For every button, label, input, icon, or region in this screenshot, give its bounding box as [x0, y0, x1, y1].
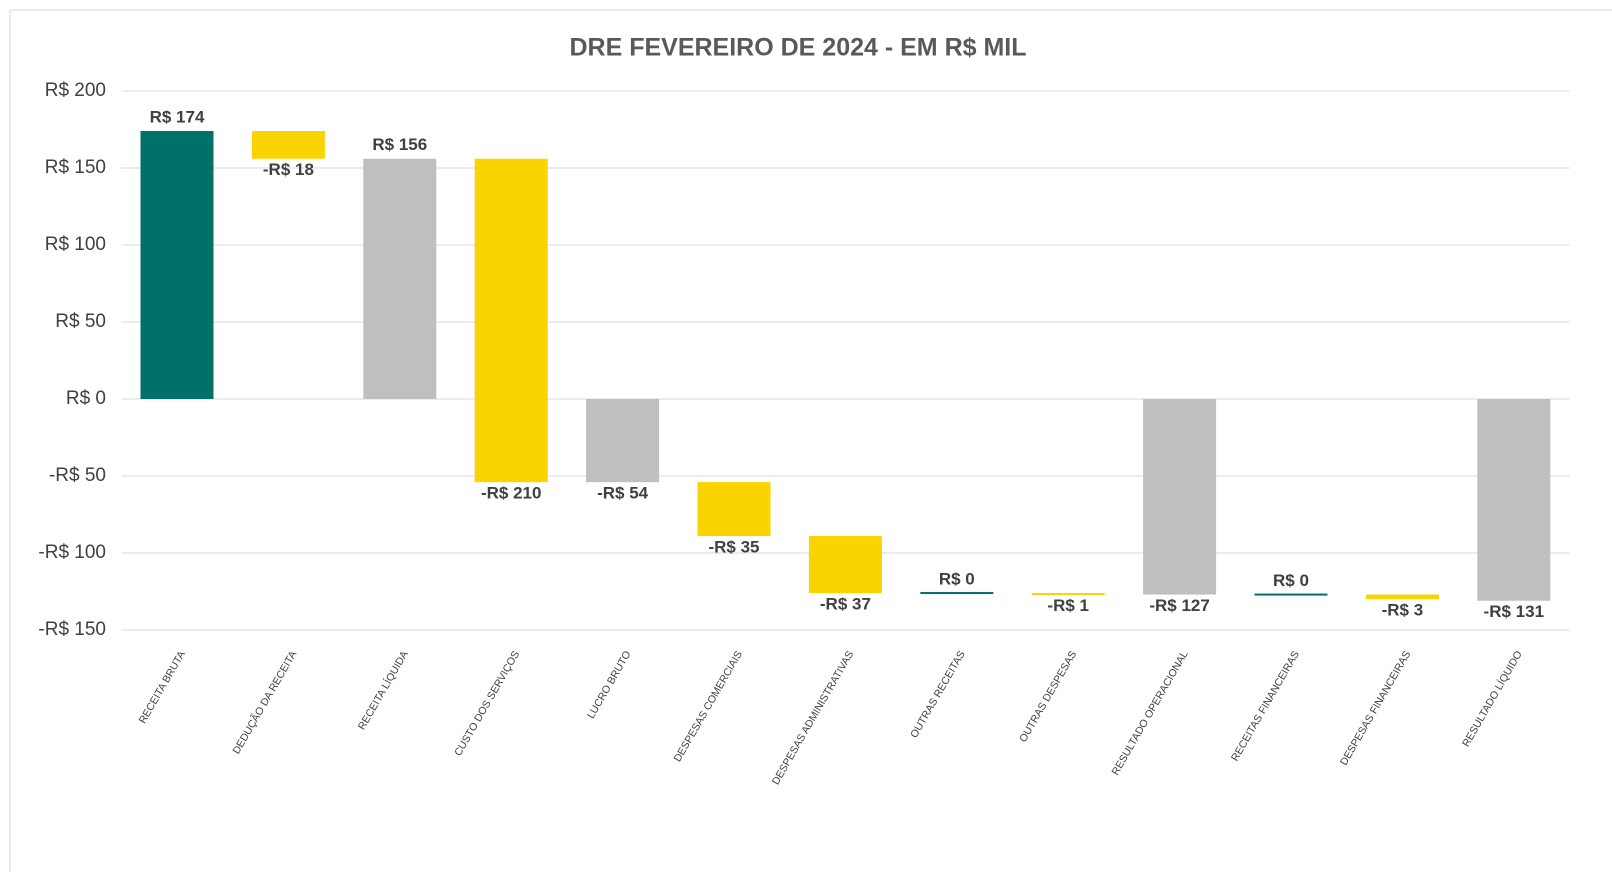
value-label: R$ 0: [1273, 571, 1309, 590]
y-tick-label: -R$ 100: [38, 542, 106, 563]
bar: [1365, 594, 1439, 600]
bar: [251, 131, 325, 159]
y-tick-label: R$ 200: [45, 80, 106, 101]
value-label: -R$ 127: [1149, 596, 1209, 615]
chart-title: DRE FEVEREIRO DE 2024 - EM R$ MIL: [569, 34, 1026, 62]
chart-frame: [9, 9, 1612, 877]
y-tick-label: R$ 100: [45, 234, 106, 255]
value-label: -R$ 3: [1382, 601, 1424, 620]
value-label: R$ 156: [372, 135, 427, 154]
value-label: -R$ 35: [708, 538, 759, 557]
y-tick-label: -R$ 150: [38, 619, 106, 640]
y-tick-label: R$ 50: [55, 311, 106, 332]
value-label: -R$ 131: [1484, 602, 1544, 621]
bar: [140, 131, 214, 400]
value-label: -R$ 37: [820, 595, 871, 614]
value-label: -R$ 210: [481, 484, 541, 503]
bar: [586, 399, 660, 483]
value-label: R$ 174: [150, 108, 205, 127]
value-label: -R$ 54: [597, 484, 649, 503]
bar: [1143, 399, 1217, 595]
y-tick-label: R$ 0: [66, 388, 106, 409]
bar: [1031, 593, 1105, 596]
bar: [808, 536, 882, 594]
bar: [1477, 399, 1551, 601]
bar: [697, 482, 771, 537]
bar: [920, 592, 994, 595]
value-label: -R$ 1: [1047, 596, 1089, 615]
bar: [474, 158, 548, 483]
bar: [363, 158, 437, 399]
bar: [1254, 593, 1328, 596]
value-label: -R$ 18: [263, 160, 314, 179]
y-tick-label: R$ 150: [45, 157, 106, 178]
y-tick-label: -R$ 50: [49, 465, 106, 486]
value-label: R$ 0: [939, 570, 975, 589]
